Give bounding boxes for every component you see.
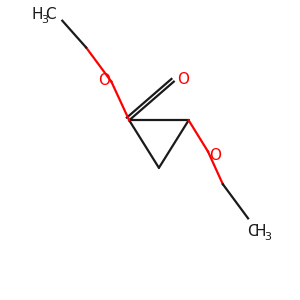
Text: H: H <box>255 224 266 239</box>
Text: O: O <box>98 73 110 88</box>
Text: O: O <box>209 148 221 164</box>
Text: C: C <box>45 7 56 22</box>
Text: H: H <box>31 7 43 22</box>
Text: C: C <box>247 224 258 239</box>
Text: 3: 3 <box>264 232 271 242</box>
Text: 3: 3 <box>41 15 48 25</box>
Text: O: O <box>177 72 189 87</box>
